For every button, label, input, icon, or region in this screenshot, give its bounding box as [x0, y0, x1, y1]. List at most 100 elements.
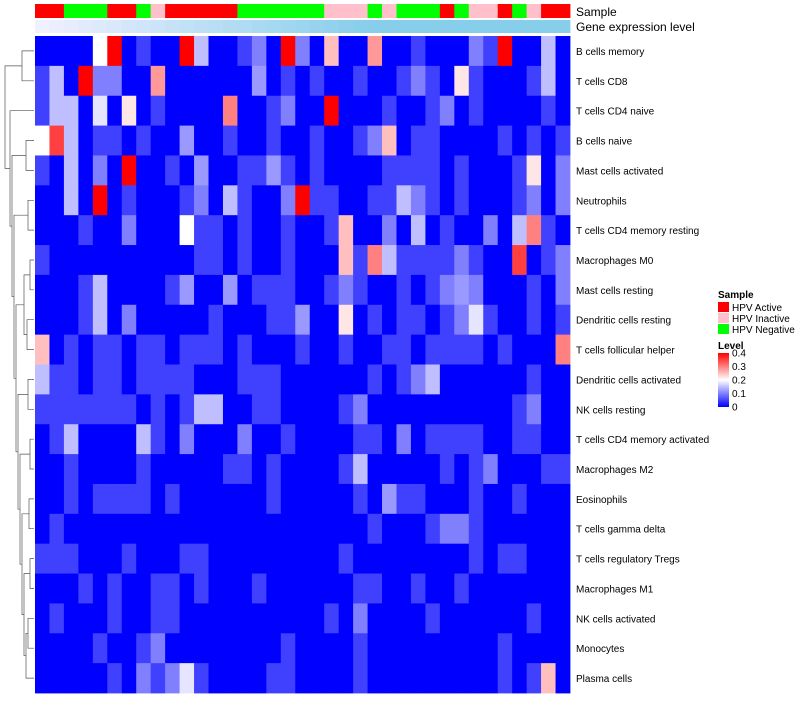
heatmap-cell — [382, 274, 397, 306]
heatmap-cell — [194, 304, 209, 336]
gene-expression-track — [35, 20, 571, 33]
heatmap-cell — [208, 573, 224, 604]
heatmap-cell — [295, 304, 311, 336]
heatmap-cell — [353, 364, 368, 395]
heatmap-cell — [425, 394, 441, 425]
heatmap-cell — [280, 185, 296, 216]
heatmap-cell — [251, 304, 267, 336]
heatmap-cell — [353, 543, 368, 574]
dendrogram-branch — [21, 50, 34, 82]
heatmap-cell — [266, 543, 282, 574]
heatmap-cell — [367, 603, 383, 634]
heatmap-cell — [194, 663, 209, 694]
heatmap-cell — [367, 364, 383, 395]
heatmap-cell — [483, 215, 499, 246]
heatmap-cell — [78, 513, 94, 545]
heatmap-cell — [309, 543, 325, 574]
heatmap-cell — [251, 663, 267, 694]
heatmap-cell — [367, 633, 383, 664]
heatmap-cell — [512, 245, 528, 276]
heatmap-cell — [512, 304, 528, 336]
heatmap-cell — [121, 245, 137, 276]
heatmap-cell — [266, 663, 282, 694]
heatmap-cell — [179, 155, 195, 186]
heatmap-cell — [526, 215, 542, 246]
heatmap-cell — [49, 304, 65, 336]
heatmap-cell — [483, 185, 499, 216]
heatmap-cell — [526, 573, 542, 604]
heatmap-cell — [526, 95, 542, 126]
heatmap-cell — [382, 95, 397, 126]
heatmap-cell — [194, 125, 209, 156]
heatmap-cell — [92, 513, 108, 545]
heatmap-cell — [35, 334, 50, 365]
heatmap-cell — [483, 245, 499, 276]
heatmap-cell — [194, 95, 209, 126]
heatmap-cell — [49, 36, 65, 67]
heatmap-cell — [251, 95, 267, 126]
heatmap-cell — [136, 543, 152, 574]
heatmap-cell — [439, 95, 455, 126]
heatmap-cell — [309, 274, 325, 306]
heatmap-cell — [541, 543, 556, 574]
heatmap-cell — [222, 483, 238, 515]
heatmap-cell — [454, 394, 470, 425]
heatmap-cell — [150, 364, 166, 395]
heatmap-cell — [251, 185, 267, 216]
heatmap-cell — [194, 215, 209, 246]
gene-expression-cell — [266, 20, 282, 33]
heatmap-cell — [165, 633, 180, 664]
heatmap-cell — [396, 633, 412, 664]
heatmap-cell — [425, 513, 441, 545]
heatmap-cell — [295, 185, 311, 216]
heatmap-cell — [454, 543, 470, 574]
heatmap-cell — [194, 364, 209, 395]
heatmap-cell — [251, 274, 267, 306]
heatmap-cell — [121, 543, 137, 574]
heatmap-cell — [49, 185, 65, 216]
legend-label: HPV Inactive — [732, 314, 790, 325]
heatmap-cell — [237, 65, 253, 97]
heatmap-cell — [338, 394, 354, 425]
heatmap-cell — [179, 394, 195, 425]
heatmap-cell — [512, 573, 528, 604]
sample-annotation-cell — [280, 4, 296, 18]
heatmap-cell — [165, 304, 180, 336]
heatmap-cell — [353, 304, 368, 336]
heatmap-cell — [483, 424, 499, 455]
heatmap-cell — [266, 483, 282, 515]
heatmap-cell — [439, 633, 455, 664]
heatmap-cell — [468, 274, 484, 306]
heatmap-cell — [179, 663, 195, 694]
heatmap-cell — [266, 633, 282, 664]
heatmap-cell — [497, 274, 513, 306]
heatmap-cell — [324, 573, 340, 604]
heatmap-cell — [121, 663, 137, 694]
heatmap-cell — [497, 394, 513, 425]
heatmap-cell — [251, 334, 267, 365]
heatmap-cell — [410, 95, 426, 126]
heatmap-cell — [353, 334, 368, 365]
heatmap-cell — [425, 95, 441, 126]
heatmap-cell — [208, 513, 224, 545]
heatmap-cell — [92, 364, 108, 395]
heatmap-cell — [309, 424, 325, 455]
heatmap-cell — [78, 633, 94, 664]
gene-expression-cell — [541, 20, 556, 33]
heatmap-cell — [309, 334, 325, 365]
heatmap-cell — [396, 513, 412, 545]
heatmap-cell — [266, 215, 282, 246]
legend-label: HPV Active — [732, 303, 782, 314]
heatmap-cell — [338, 274, 354, 306]
sample-annotation-track — [35, 4, 571, 18]
sample-annotation-cell — [338, 4, 354, 18]
heatmap-cell — [541, 155, 556, 186]
gene-expression-cell — [367, 20, 383, 33]
heatmap-cell — [295, 663, 311, 694]
gene-expression-cell — [35, 20, 50, 33]
heatmap-cell — [266, 304, 282, 336]
heatmap-cell — [136, 454, 152, 485]
heatmap-cell — [367, 334, 383, 365]
heatmap-cell — [107, 543, 123, 574]
